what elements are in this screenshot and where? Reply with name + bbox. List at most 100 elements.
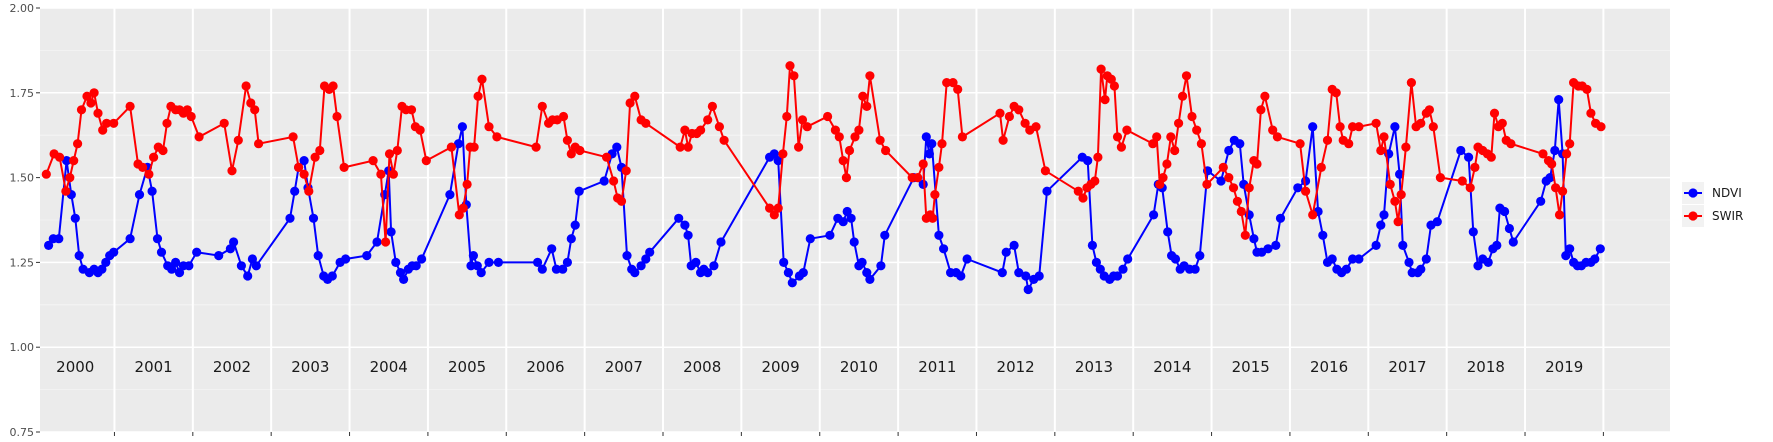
data-point	[61, 186, 71, 196]
data-point	[998, 135, 1008, 145]
data-point	[1093, 152, 1103, 162]
data-point	[1163, 227, 1173, 237]
data-point	[1595, 244, 1605, 254]
data-point	[1536, 196, 1546, 206]
data-point	[1376, 220, 1386, 230]
data-point	[942, 78, 952, 88]
data-point	[1318, 230, 1328, 240]
data-point	[798, 268, 808, 278]
data-point	[1396, 190, 1406, 200]
data-point	[691, 257, 701, 267]
data-point	[1473, 261, 1483, 271]
year-label: 2013	[1075, 358, 1113, 376]
data-point	[551, 264, 562, 274]
data-point	[466, 261, 476, 271]
data-point	[797, 115, 808, 125]
data-point	[566, 234, 576, 244]
data-point	[102, 118, 112, 128]
data-point	[1236, 206, 1246, 217]
data-point	[1170, 145, 1180, 156]
data-point	[1424, 105, 1434, 115]
data-point	[1095, 264, 1105, 274]
data-point	[1421, 254, 1431, 264]
data-point	[957, 132, 968, 142]
data-point	[1550, 145, 1560, 156]
data-point	[254, 139, 264, 149]
data-point	[247, 254, 257, 264]
data-point	[1040, 166, 1050, 176]
y-tick-label: 1.50	[10, 172, 35, 185]
data-point	[453, 139, 464, 149]
data-point	[1023, 284, 1033, 295]
data-point	[782, 111, 792, 122]
data-point	[937, 139, 947, 149]
data-point	[1565, 244, 1575, 254]
data-point	[805, 234, 815, 244]
data-point	[769, 210, 779, 220]
data-point	[1091, 257, 1101, 267]
data-point	[995, 108, 1005, 118]
data-point	[1122, 125, 1132, 135]
data-point	[332, 111, 342, 122]
data-point	[147, 186, 157, 196]
data-point	[1181, 71, 1192, 81]
data-point	[537, 101, 547, 111]
data-point	[1582, 84, 1592, 94]
data-point	[1558, 186, 1568, 196]
data-point	[1162, 159, 1172, 169]
data-point	[162, 118, 172, 128]
data-point	[1586, 108, 1596, 118]
data-point	[310, 152, 320, 162]
data-point	[939, 244, 949, 254]
legend-label-swir: SWIR	[1712, 209, 1743, 223]
data-point	[411, 261, 421, 271]
data-point	[1504, 223, 1514, 234]
data-point	[612, 142, 622, 152]
data-point	[1192, 125, 1202, 135]
data-point	[844, 145, 855, 156]
data-point	[956, 271, 966, 281]
data-point	[1561, 251, 1571, 261]
data-point	[41, 169, 51, 179]
data-point	[1486, 152, 1496, 162]
year-label: 2011	[918, 358, 956, 376]
data-point	[709, 261, 719, 271]
year-label: 2019	[1545, 358, 1583, 376]
data-point	[101, 257, 111, 267]
data-point	[1308, 210, 1318, 220]
data-point	[313, 251, 323, 261]
data-point	[1249, 234, 1259, 244]
data-point	[1100, 95, 1110, 105]
data-point	[1123, 254, 1133, 264]
data-point	[1565, 139, 1575, 149]
data-point	[1416, 264, 1426, 274]
data-point	[1590, 254, 1600, 264]
data-point	[1316, 162, 1326, 172]
data-point	[1149, 210, 1159, 220]
data-point	[384, 149, 395, 159]
data-point	[838, 156, 848, 166]
data-point	[609, 176, 619, 186]
year-label: 2014	[1153, 358, 1191, 376]
data-point	[645, 247, 655, 257]
data-point	[1500, 206, 1510, 217]
data-point	[44, 240, 54, 250]
data-point	[1216, 176, 1226, 186]
data-point	[1170, 254, 1181, 264]
year-label: 2007	[605, 358, 643, 376]
data-point	[158, 145, 168, 156]
year-label: 2002	[213, 358, 251, 376]
data-point	[472, 261, 482, 271]
year-label: 2005	[448, 358, 486, 376]
year-labels: 2000 2001 2002 2003 2004 2005 2006 2007 2008 2009…	[56, 358, 1583, 376]
data-point	[144, 169, 154, 179]
legend-label-ndvi: NDVI	[1712, 186, 1742, 200]
data-point	[89, 88, 99, 98]
data-point	[1371, 118, 1381, 128]
data-point	[1174, 118, 1184, 128]
data-point	[1390, 196, 1400, 206]
data-point	[1379, 210, 1389, 220]
data-point	[174, 268, 185, 278]
data-point	[913, 173, 923, 183]
data-point	[1001, 247, 1011, 257]
